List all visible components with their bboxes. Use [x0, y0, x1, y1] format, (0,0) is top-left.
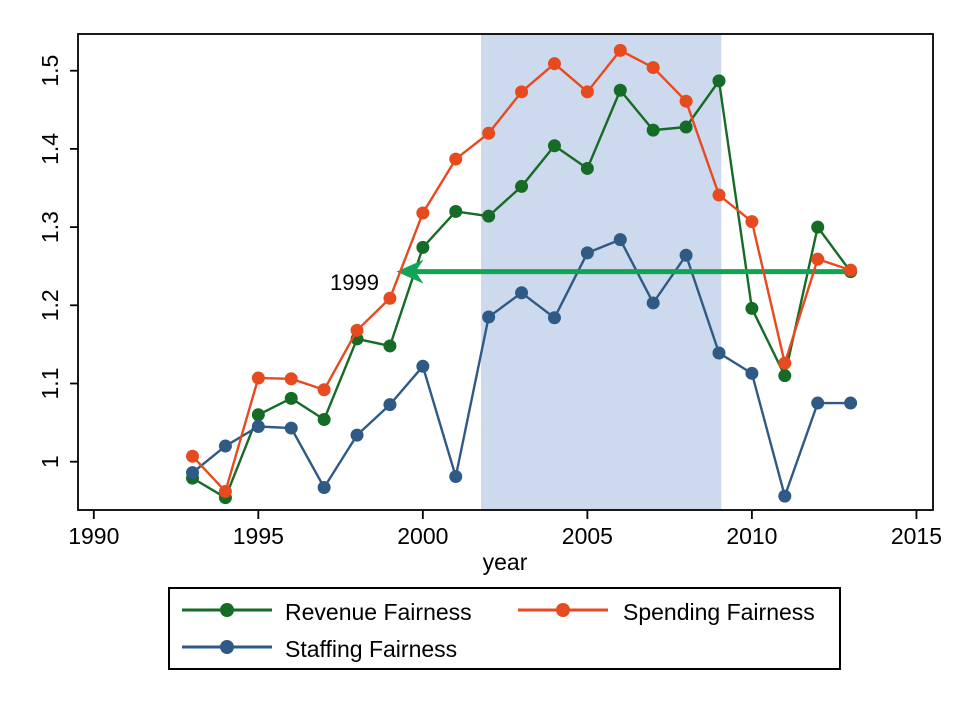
- series-staffing-fairness: [186, 233, 858, 503]
- legend: Revenue Fairness Spending Fairness Staff…: [168, 587, 841, 670]
- data-point-staffing-fairness: [580, 246, 594, 260]
- annotation-label: 1999: [330, 270, 379, 295]
- data-point-staffing-fairness: [482, 310, 496, 324]
- x-axis-title: year: [483, 549, 528, 575]
- data-point-revenue-fairness: [284, 391, 298, 405]
- x-tick-label: 2005: [562, 523, 613, 549]
- data-point-staffing-fairness: [383, 398, 397, 412]
- series-group-over: [186, 43, 858, 498]
- data-point-spending-fairness: [745, 215, 759, 229]
- data-point-staffing-fairness: [745, 366, 759, 380]
- series-group-under: [186, 74, 858, 505]
- data-point-revenue-fairness: [547, 139, 561, 153]
- data-point-revenue-fairness: [778, 369, 792, 383]
- data-point-spending-fairness: [350, 323, 364, 337]
- data-point-revenue-fairness: [679, 120, 693, 134]
- y-tick-label: 1.1: [37, 368, 63, 400]
- legend-entry-staffing: Staffing Fairness: [182, 636, 457, 662]
- x-axis: 1990 1995 2000 2005 2010 2015: [68, 510, 942, 549]
- y-tick-label: 1.5: [37, 55, 63, 87]
- data-point-spending-fairness: [613, 43, 627, 57]
- data-point-staffing-fairness: [449, 470, 463, 484]
- data-point-spending-fairness: [679, 94, 693, 108]
- x-tick-label: 1990: [68, 523, 119, 549]
- legend-swatch-marker: [220, 603, 234, 617]
- data-point-revenue-fairness: [317, 412, 331, 426]
- data-point-revenue-fairness: [613, 83, 627, 97]
- data-point-spending-fairness: [547, 57, 561, 71]
- data-point-staffing-fairness: [646, 296, 660, 310]
- data-point-revenue-fairness: [646, 123, 660, 137]
- data-point-revenue-fairness: [383, 339, 397, 353]
- legend-label-revenue: Revenue Fairness: [285, 599, 472, 625]
- legend-swatch-marker: [220, 640, 234, 654]
- x-tick-label: 2000: [397, 523, 448, 549]
- legend-label-staffing: Staffing Fairness: [285, 636, 457, 662]
- data-point-spending-fairness: [580, 85, 594, 99]
- y-axis: 1 1.1 1.2 1.3 1.4 1.5: [37, 55, 78, 468]
- legend-entry-revenue: Revenue Fairness: [182, 599, 472, 625]
- data-point-staffing-fairness: [613, 233, 627, 247]
- data-point-revenue-fairness: [416, 240, 430, 254]
- data-point-revenue-fairness: [712, 74, 726, 88]
- y-tick-label: 1.3: [37, 211, 63, 243]
- data-point-revenue-fairness: [482, 209, 496, 223]
- data-point-spending-fairness: [449, 152, 463, 166]
- data-point-revenue-fairness: [251, 408, 265, 422]
- data-point-staffing-fairness: [712, 346, 726, 360]
- series-spending-fairness: [186, 43, 858, 498]
- data-point-staffing-fairness: [811, 396, 825, 410]
- data-point-spending-fairness: [844, 263, 858, 277]
- data-point-spending-fairness: [515, 85, 529, 99]
- data-point-revenue-fairness: [515, 179, 529, 193]
- data-point-spending-fairness: [778, 356, 792, 370]
- x-tick-label: 2010: [726, 523, 777, 549]
- legend-entry-spending: Spending Fairness: [518, 599, 815, 625]
- data-point-staffing-fairness: [547, 311, 561, 325]
- legend-box: [168, 587, 841, 670]
- data-point-revenue-fairness: [745, 301, 759, 315]
- data-point-staffing-fairness: [778, 489, 792, 503]
- data-point-spending-fairness: [712, 188, 726, 202]
- y-tick-label: 1.4: [37, 133, 63, 165]
- y-tick-label: 1: [37, 455, 63, 468]
- plot-border: [77, 33, 934, 511]
- data-point-spending-fairness: [416, 206, 430, 220]
- data-point-spending-fairness: [811, 252, 825, 266]
- data-point-staffing-fairness: [317, 481, 331, 495]
- data-point-spending-fairness: [317, 383, 331, 397]
- data-point-staffing-fairness: [284, 421, 298, 435]
- data-point-staffing-fairness: [251, 420, 265, 434]
- data-point-spending-fairness: [482, 126, 496, 140]
- data-point-staffing-fairness: [679, 248, 693, 262]
- data-point-staffing-fairness: [515, 286, 529, 300]
- legend-swatch-marker: [556, 603, 570, 617]
- y-tick-label: 1.2: [37, 289, 63, 321]
- series-revenue-fairness: [186, 74, 858, 505]
- data-point-spending-fairness: [383, 291, 397, 305]
- legend-label-spending: Spending Fairness: [623, 599, 815, 625]
- data-point-staffing-fairness: [350, 428, 364, 442]
- arrow-head: [396, 259, 424, 284]
- data-point-revenue-fairness: [811, 220, 825, 234]
- data-point-revenue-fairness: [449, 204, 463, 218]
- x-tick-label: 1995: [233, 523, 284, 549]
- data-point-staffing-fairness: [186, 466, 200, 480]
- data-point-spending-fairness: [646, 61, 660, 75]
- data-point-spending-fairness: [218, 484, 232, 498]
- x-tick-label: 2015: [891, 523, 942, 549]
- data-point-staffing-fairness: [218, 439, 232, 453]
- data-point-staffing-fairness: [844, 396, 858, 410]
- data-point-revenue-fairness: [580, 161, 594, 175]
- data-point-spending-fairness: [284, 372, 298, 386]
- data-point-staffing-fairness: [416, 359, 430, 373]
- data-point-spending-fairness: [186, 449, 200, 463]
- data-point-spending-fairness: [251, 371, 265, 385]
- annotation-arrow: [396, 259, 851, 284]
